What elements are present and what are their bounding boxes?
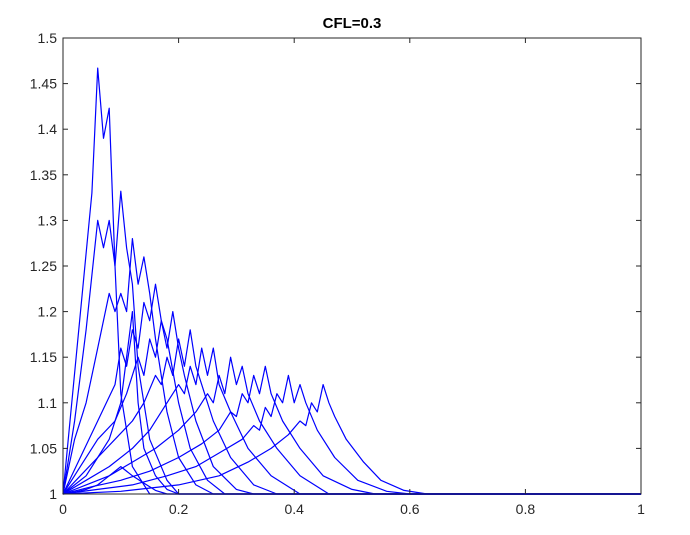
x-tick-label: 0.6 xyxy=(400,501,420,517)
y-tick-label: 1.15 xyxy=(30,349,57,365)
series-line-12 xyxy=(62,374,641,495)
y-tick-label: 1.5 xyxy=(38,30,58,46)
x-tick-label: 0.4 xyxy=(284,501,304,517)
y-tick-label: 1.2 xyxy=(38,304,58,320)
y-tick-label: 1.05 xyxy=(30,440,57,456)
series-line-2 xyxy=(62,311,641,495)
tick-layer: 0 0.2 0.4 0.6 0.8 1 1 1.05 1.1 1.15 1.2 1.25 1.3 1.35… xyxy=(30,30,645,517)
y-tick-label: 1.25 xyxy=(30,258,57,274)
series-line-4 xyxy=(62,190,641,495)
series-line-6 xyxy=(62,283,641,495)
y-tick-label: 1 xyxy=(49,486,57,502)
series-line-8 xyxy=(62,329,641,495)
y-tick-label: 1.45 xyxy=(30,76,57,92)
series-line-7 xyxy=(62,311,641,495)
series-line-13 xyxy=(62,384,641,495)
series-line-10 xyxy=(62,356,641,495)
x-tick-label: 0 xyxy=(59,501,67,517)
x-tick-label: 0.2 xyxy=(169,501,189,517)
series-line-5 xyxy=(62,238,641,495)
y-tick-label: 1.4 xyxy=(38,121,58,137)
x-tick-label: 0.8 xyxy=(516,501,536,517)
y-tick-label: 1.1 xyxy=(38,395,58,411)
series-line-1 xyxy=(62,466,641,495)
plot-background xyxy=(63,38,641,494)
series-line-11 xyxy=(62,365,641,495)
series-line-9 xyxy=(62,347,641,495)
series-layer xyxy=(62,67,641,495)
y-tick-label: 1.35 xyxy=(30,167,57,183)
series-line-3 xyxy=(62,67,641,495)
y-tick-label: 1.3 xyxy=(38,212,58,228)
chart-title: CFL=0.3 xyxy=(323,15,382,32)
x-tick-label: 1 xyxy=(637,501,645,517)
